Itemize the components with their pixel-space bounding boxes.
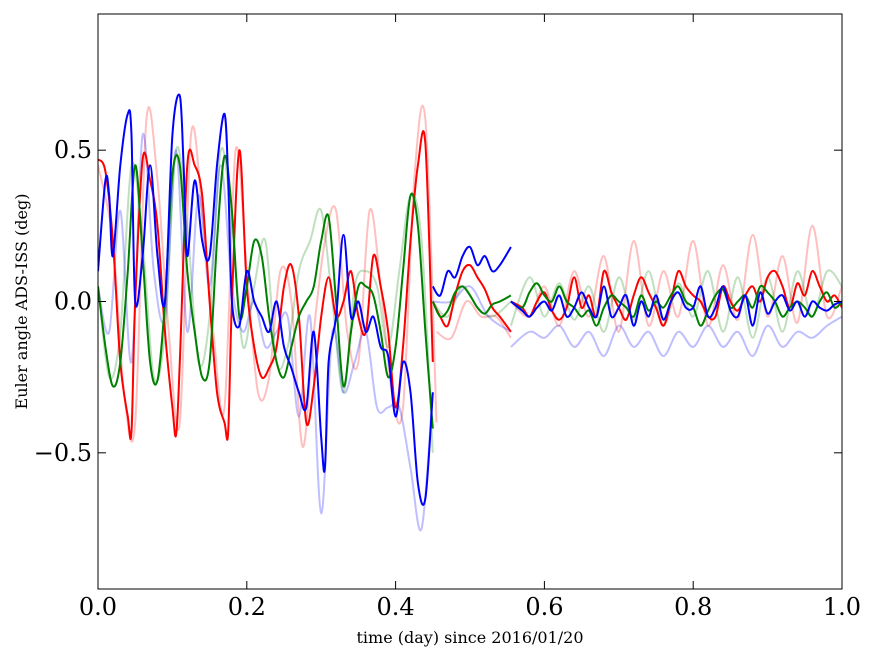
series-2 (98, 132, 842, 532)
series-layer (98, 93, 842, 532)
x-axis-label: time (day) since 2016/01/20 (356, 628, 583, 647)
series-0-segment-0 (98, 104, 438, 448)
series-4-segment-0 (98, 154, 434, 429)
series-3-segment-1 (431, 263, 512, 333)
series-4-segment-1 (431, 285, 512, 318)
series-4 (98, 154, 842, 429)
ticks-layer: 0.0 0.2 0.4 0.6 0.8 1.0 0.5 0.0 −0.5 (34, 14, 861, 621)
y-tick-label: 0.5 (54, 136, 92, 164)
x-tick-label: 0.6 (525, 593, 563, 621)
y-axis-label: Euler angle ADS-ISS (deg) (12, 194, 31, 410)
series-3-segment-2 (510, 269, 842, 327)
series-0 (98, 104, 842, 448)
series-0-segment-1 (435, 300, 512, 341)
x-tick-label: 0.4 (377, 593, 415, 621)
x-tick-label: 1.0 (823, 593, 861, 621)
series-1-segment-0 (98, 146, 434, 453)
series-5 (98, 93, 842, 506)
x-tick-label: 0.0 (79, 593, 117, 621)
series-2-segment-2 (510, 315, 842, 357)
y-tick-label: 0.0 (54, 288, 92, 316)
series-4-segment-2 (510, 282, 842, 327)
series-5-segment-0 (98, 93, 434, 506)
series-0-segment-2 (510, 224, 842, 333)
series-5-segment-2 (510, 285, 842, 327)
x-tick-label: 0.2 (228, 593, 266, 621)
series-2-segment-1 (432, 285, 512, 333)
series-1-segment-2 (509, 269, 842, 339)
y-tick-label: −0.5 (34, 439, 92, 467)
series-5-segment-1 (431, 245, 512, 297)
x-tick-label: 0.8 (674, 593, 712, 621)
